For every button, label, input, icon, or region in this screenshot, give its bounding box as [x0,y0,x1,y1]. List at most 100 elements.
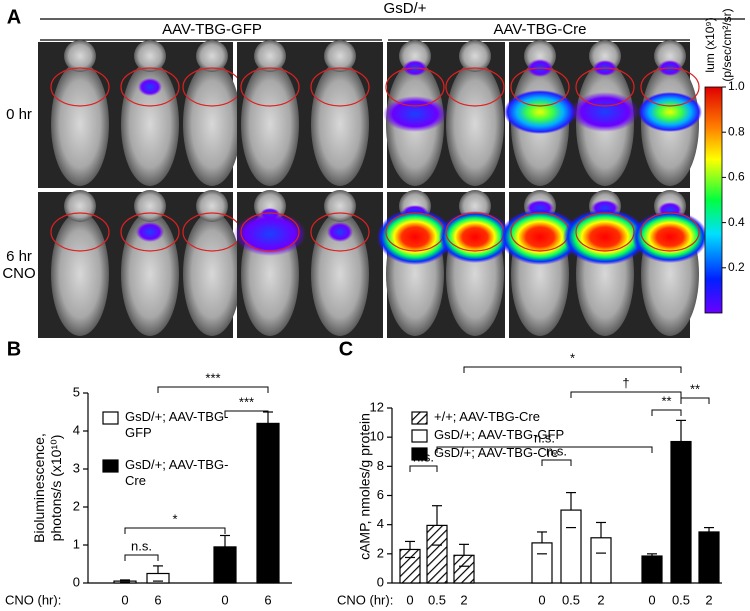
y-tick-label: 5 [73,384,80,399]
significance-label: *** [239,394,254,409]
colorbar-tick-label: 1.0 [728,79,745,93]
significance-bracket [651,409,682,416]
bar [560,509,582,584]
mouse-head [459,40,491,72]
roi [120,212,180,252]
x-tick-label: 0 [648,592,655,607]
bar [426,524,448,584]
mouse-body [121,62,179,186]
roi [120,67,180,107]
mouse-head [196,190,228,222]
x-tick-label: 2 [460,592,467,607]
significance-label: * [570,350,575,365]
roi [50,67,110,107]
legend-swatch [411,411,428,425]
mouse-body [241,62,299,186]
mouse-body [51,212,109,336]
signal [136,222,164,242]
significance-label: n.s. [413,449,434,464]
signal [234,212,306,256]
mouse-body [121,212,179,336]
roi [640,67,700,107]
x-axis-label: CNO (hr): [337,592,393,607]
significance-label: ** [661,393,671,408]
significance-label: *** [205,370,220,385]
y-tick-label: 2 [73,498,80,513]
signal [500,209,580,265]
y-tick-label: 4 [377,516,384,531]
signal [138,78,162,96]
panel-label: B [7,338,21,360]
colorbar-tick-label: 0.2 [728,260,745,274]
mouse-body [183,62,241,186]
legend-swatch [102,411,119,425]
legend-label: GsD/+; AAV-TBG-Cre [125,457,229,488]
legend-swatch [102,459,119,473]
legend-label: GsD/+; AAV-TBG-Cre [434,445,559,460]
x-tick-label: 2 [705,592,712,607]
bar [641,555,663,584]
row-label: 0 hr [6,106,32,123]
group-title: GsD/+ [384,0,427,17]
significance-bracket [224,410,269,417]
bar [698,531,720,584]
y-tick-label: 3 [73,460,80,475]
bar [399,548,421,584]
x-tick-label: 0 [121,592,128,607]
signal [439,211,511,263]
condition-title: AAV-TBG-Cre [493,21,586,38]
x-axis-label: CNO (hr): [5,592,61,607]
panel-label: C [339,338,353,360]
colorbar-label: (p/sec/cm²/sr) [720,8,734,81]
y-tick-label: 4 [73,422,80,437]
bar [146,572,170,584]
roi [50,212,110,252]
mouse-head [324,40,356,72]
bar [213,546,237,584]
roi [575,67,635,107]
signal [504,90,576,134]
x-tick-label: 0 [538,592,545,607]
legend-swatch [411,429,428,443]
significance-label: ** [690,381,700,396]
colorbar-label: lum (x10⁹) [703,17,717,72]
mouse-body [446,62,504,186]
roi [510,67,570,107]
significance-bracket [157,386,269,393]
mouse-body [183,212,241,336]
mouse-body [311,62,369,186]
mouse-body [311,212,369,336]
bar [531,542,553,584]
y-tick-label: 12 [370,399,384,414]
bar [256,422,280,584]
roi [445,67,505,107]
colorbar [704,86,723,314]
mouse-head [64,190,96,222]
row-label: 6 hr CNO [2,248,36,282]
significance-label: n.s. [131,538,152,553]
signal [383,96,447,132]
roi [640,212,700,252]
y-tick-label: 0 [377,574,384,589]
significance-bracket [463,366,682,373]
significance-label: * [172,511,177,526]
bar [453,554,475,584]
x-tick-label: 0 [221,592,228,607]
legend-label: +/+; AAV-TBG-Cre [434,409,540,424]
x-tick-label: 6 [154,592,161,607]
signal [377,209,453,265]
significance-bracket [680,397,710,404]
y-tick-label: 1 [73,536,80,551]
mouse-body [51,62,109,186]
signal [563,209,647,265]
roi [310,67,370,107]
x-tick-label: 6 [264,592,271,607]
x-tick-label: 2 [597,592,604,607]
y-tick-label: 2 [377,545,384,560]
y-tick-label: 0 [73,574,80,589]
bar [670,440,692,584]
legend-swatch [411,447,428,461]
legend-label: GsD/+; AAV-TBG-GFP [125,409,229,440]
